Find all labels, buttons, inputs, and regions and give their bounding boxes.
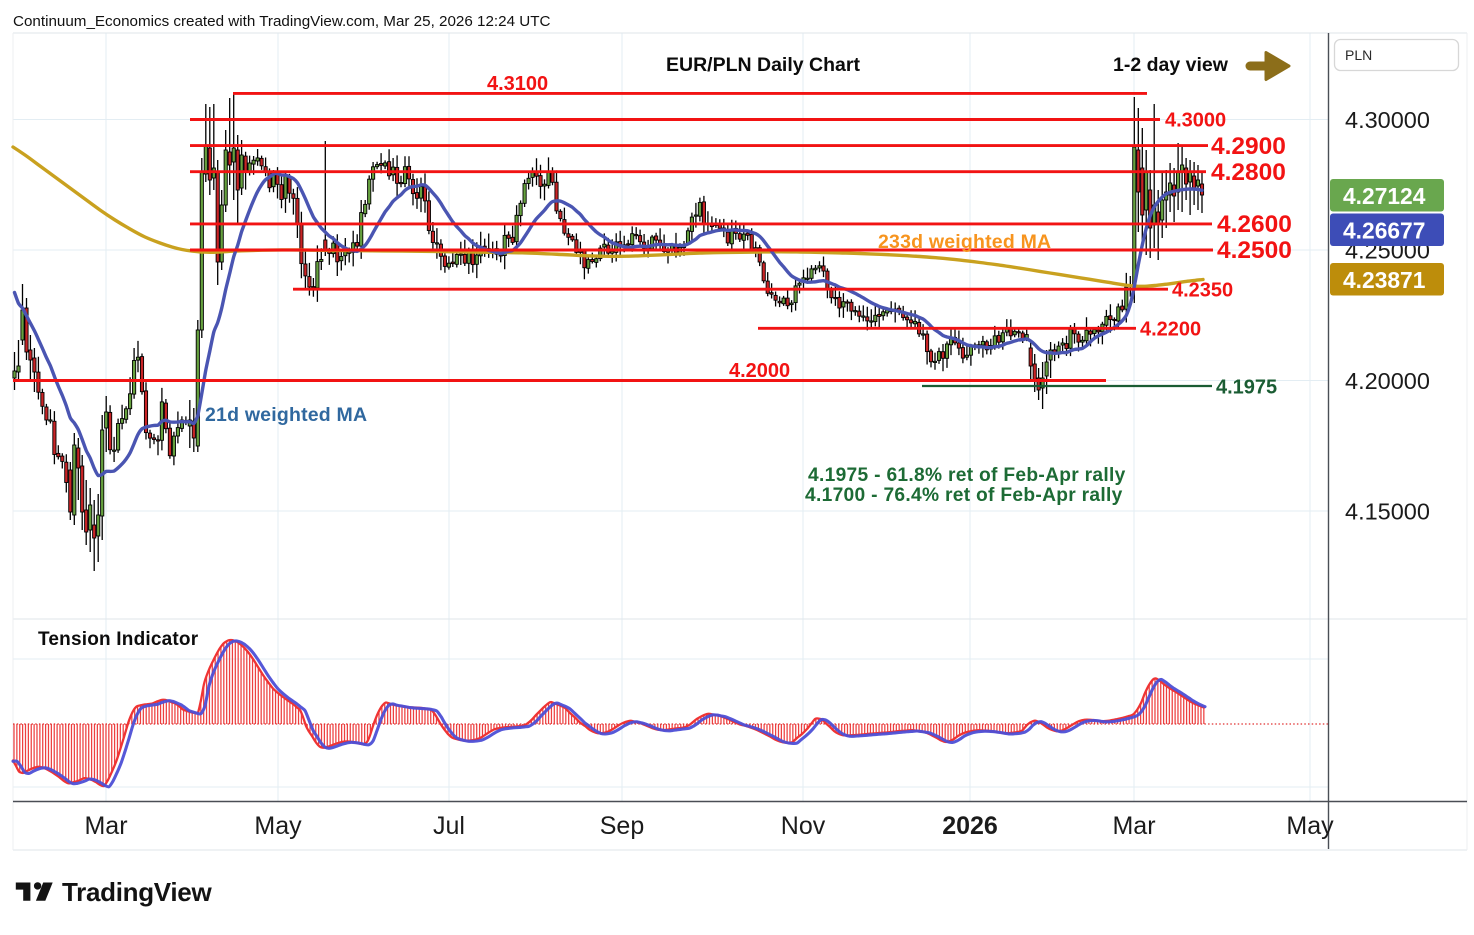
- svg-text:Continuum_Economics created wi: Continuum_Economics created with Trading…: [13, 13, 550, 30]
- svg-text:May: May: [1286, 812, 1334, 840]
- svg-text:4.20000: 4.20000: [1345, 368, 1430, 394]
- svg-text:Sep: Sep: [600, 812, 644, 840]
- svg-text:4.2000: 4.2000: [729, 360, 790, 382]
- svg-text:4.1975 - 61.8% ret of Feb-Apr: 4.1975 - 61.8% ret of Feb-Apr rally: [808, 465, 1126, 486]
- svg-text:21d weighted MA: 21d weighted MA: [205, 404, 367, 426]
- svg-text:Nov: Nov: [781, 812, 826, 840]
- svg-text:4.2350: 4.2350: [1172, 280, 1233, 302]
- svg-text:Jul: Jul: [433, 812, 465, 840]
- svg-text:4.3000: 4.3000: [1165, 110, 1226, 132]
- svg-text:4.2500: 4.2500: [1217, 237, 1292, 264]
- svg-text:4.30000: 4.30000: [1345, 107, 1430, 133]
- svg-text:4.2800: 4.2800: [1211, 159, 1286, 186]
- svg-text:1-2 day view: 1-2 day view: [1113, 54, 1229, 76]
- svg-text:4.1975: 4.1975: [1216, 377, 1277, 399]
- svg-text:2026: 2026: [942, 812, 998, 840]
- svg-text:4.2900: 4.2900: [1211, 133, 1286, 160]
- svg-text:4.3100: 4.3100: [487, 73, 548, 95]
- svg-text:4.1700 - 76.4% ret of Feb-Apr: 4.1700 - 76.4% ret of Feb-Apr rally: [805, 485, 1123, 506]
- svg-text:TradingView: TradingView: [62, 877, 212, 907]
- svg-text:4.2200: 4.2200: [1140, 319, 1201, 341]
- svg-text:EUR/PLN Daily Chart: EUR/PLN Daily Chart: [666, 54, 860, 76]
- svg-text:4.2600: 4.2600: [1217, 211, 1292, 238]
- svg-text:Mar: Mar: [1112, 812, 1155, 840]
- svg-text:4.23871: 4.23871: [1343, 267, 1426, 293]
- svg-text:4.27124: 4.27124: [1343, 183, 1426, 209]
- svg-text:233d weighted MA: 233d weighted MA: [878, 231, 1051, 253]
- svg-text:PLN: PLN: [1345, 47, 1372, 63]
- svg-text:Tension Indicator: Tension Indicator: [38, 629, 199, 650]
- svg-text:Mar: Mar: [84, 812, 127, 840]
- svg-text:4.26677: 4.26677: [1343, 218, 1425, 244]
- svg-text:4.15000: 4.15000: [1345, 499, 1430, 525]
- svg-text:May: May: [254, 812, 302, 840]
